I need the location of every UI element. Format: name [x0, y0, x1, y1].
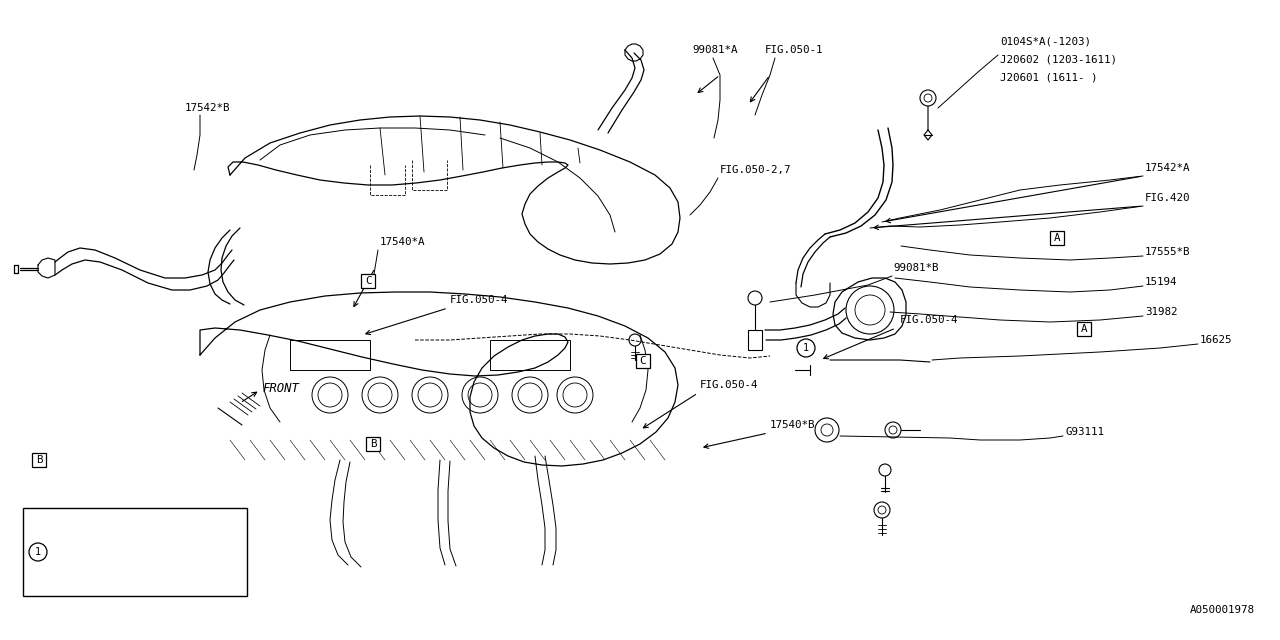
Bar [366, 437, 380, 451]
Text: G93111: G93111 [1065, 427, 1103, 437]
Text: 0104S*A(-1203): 0104S*A(-1203) [1000, 37, 1091, 47]
Text: 99081*A: 99081*A [692, 45, 737, 55]
Text: 1: 1 [803, 343, 809, 353]
Text: 99081*B: 99081*B [893, 263, 938, 273]
Bar [23, 508, 247, 596]
Text: B: B [36, 455, 42, 465]
Bar [1050, 231, 1064, 245]
Text: J20602 (1203-1611): J20602 (1203-1611) [1000, 55, 1117, 65]
Text: A050001978: A050001978 [1190, 605, 1254, 615]
Text: FIG.050-4: FIG.050-4 [900, 315, 959, 325]
Text: B: B [370, 439, 376, 449]
Text: 17540*A: 17540*A [380, 237, 425, 247]
Text: J20602(1203-1605): J20602(1203-1605) [58, 547, 164, 557]
Text: 15194: 15194 [1146, 277, 1178, 287]
Text: 17542*B: 17542*B [186, 103, 230, 113]
Text: 17555*B: 17555*B [1146, 247, 1190, 257]
Bar [361, 274, 375, 288]
Text: FIG.050-1: FIG.050-1 [765, 45, 823, 55]
Text: A: A [1053, 233, 1060, 243]
Text: 16625: 16625 [1201, 335, 1233, 345]
Text: FRONT: FRONT [262, 381, 298, 394]
Text: FIG.050-2,7: FIG.050-2,7 [719, 165, 791, 175]
Text: 31982: 31982 [1146, 307, 1178, 317]
Text: 0104S*A(-1203): 0104S*A(-1203) [58, 518, 145, 527]
Bar [490, 340, 570, 370]
Text: C: C [365, 276, 371, 286]
Bar [748, 330, 762, 350]
Bar [291, 340, 370, 370]
Bar [1076, 322, 1091, 336]
Bar [636, 354, 650, 368]
Text: A: A [1080, 324, 1087, 334]
Text: 17540*B: 17540*B [771, 420, 815, 430]
Text: J20601(1605- ): J20601(1605- ) [58, 577, 145, 586]
Text: C: C [640, 356, 646, 366]
Text: J20601 (1611- ): J20601 (1611- ) [1000, 73, 1097, 83]
Text: 17542*A: 17542*A [1146, 163, 1190, 173]
Text: FIG.050-4: FIG.050-4 [451, 295, 508, 305]
Bar [32, 453, 46, 467]
Text: FIG.050-4: FIG.050-4 [700, 380, 759, 390]
Text: FIG.420: FIG.420 [1146, 193, 1190, 203]
Text: 1: 1 [35, 547, 41, 557]
